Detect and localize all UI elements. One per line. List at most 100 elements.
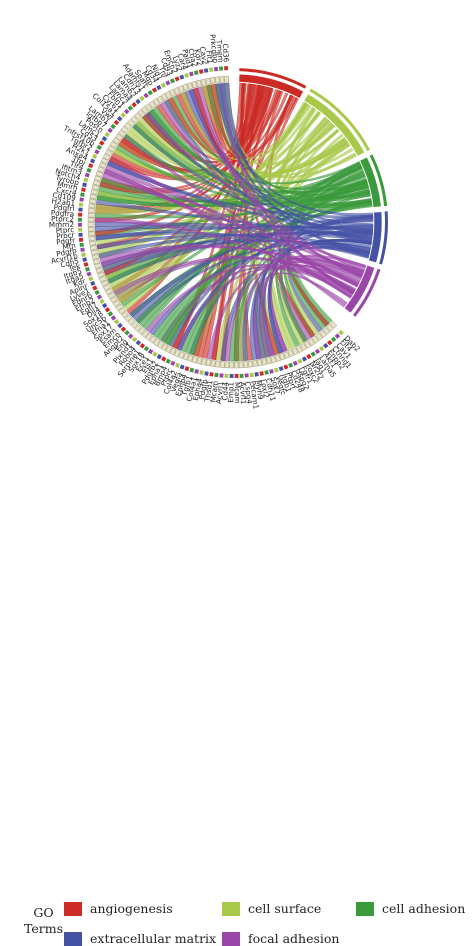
- ribbon-flt1: [210, 84, 272, 155]
- ribbon-tmem: [219, 83, 355, 296]
- gene-block-cd34: [160, 93, 168, 102]
- gene-term-square-tlr4: [86, 167, 92, 173]
- gene-term-square-pdgfra: [78, 212, 83, 217]
- gene-block-lamc2: [133, 112, 142, 121]
- gene-block-cyr61: [127, 118, 135, 127]
- gene-term-square-ifitm3: [84, 172, 90, 178]
- gene-block-cspg4: [243, 361, 249, 368]
- gene-block-lama5: [307, 338, 316, 347]
- gene-block-ece1: [152, 338, 161, 347]
- legend-label-cell-adhesion: cell adhesion: [382, 901, 466, 916]
- term-arc-extracellular-matrix: [368, 211, 383, 264]
- gene-term-square-col4a1: [194, 368, 199, 374]
- gene-block-tyrobp: [91, 184, 99, 191]
- go-term-arcs: [238, 68, 388, 317]
- gene-term-square-egfl7: [99, 298, 105, 304]
- gene-term-square-itga5: [86, 271, 92, 277]
- gene-term-square-vwf: [113, 119, 120, 126]
- gene-block-prkcdbp: [214, 76, 220, 84]
- gene-block-ednrb: [102, 284, 111, 291]
- gene-term-square-itgb1: [278, 366, 284, 372]
- gene-term-square-pdgfb2: [156, 353, 162, 360]
- gene-block-acvrl1b: [90, 249, 98, 256]
- gene-label-thsd1: Thsd1: [202, 380, 214, 404]
- gene-label-ptprc2: Ptprc2: [51, 214, 74, 223]
- gene-label-emp1: Emp1: [226, 382, 235, 403]
- ribbon-cd34: [164, 99, 371, 255]
- gene-block-cd93: [173, 87, 181, 95]
- legend-swatch-cell-adhesion: [356, 901, 374, 916]
- gene-term-square-cd36: [224, 66, 229, 71]
- term-arc-focal-adhesion: [343, 264, 376, 314]
- gene-block-nr2f2: [300, 343, 308, 351]
- gene-term-square-lamb2: [135, 98, 141, 105]
- gene-term-square-tnfrsf10b: [96, 144, 102, 151]
- gene-term-square-tek: [83, 262, 89, 267]
- legend-swatch-focal-adhesion: [222, 931, 240, 946]
- gene-block-cd53: [107, 145, 116, 153]
- gene-block-flt1: [210, 77, 216, 85]
- legend-title-go: GO: [33, 905, 54, 920]
- gene-label-pdgfrl: Pdgfrl: [53, 202, 75, 213]
- gene-label-pdgfb: Pdgfb: [55, 246, 77, 259]
- gene-block-notch4: [92, 179, 101, 186]
- gene-term-square-procr: [78, 232, 83, 237]
- gene-block-jag1: [303, 340, 312, 349]
- term-outer-band-cell-surface: [309, 88, 370, 152]
- gene-term-square-aplnr: [90, 280, 96, 286]
- gene-label-tmem: Tmem: [215, 38, 226, 62]
- gene-term-square-loxl2: [259, 371, 264, 376]
- gene-term-square-itgb5: [84, 266, 90, 272]
- gene-term-square-angpt2: [124, 329, 130, 336]
- gene-term-square-tfpi: [88, 163, 94, 169]
- gene-block-tfpi: [97, 166, 105, 173]
- gene-term-square-cd93: [169, 78, 176, 84]
- gene-term-square-vegfa: [179, 364, 185, 370]
- gene-term-square-mgp: [151, 87, 158, 93]
- legend-item-cell-adhesion: cell adhesion: [356, 901, 465, 916]
- gene-term-square-ephb4: [184, 366, 190, 372]
- gene-term-square-akt1: [318, 345, 325, 352]
- gene-label-pdgfr: Pdgfr: [56, 236, 76, 247]
- gene-block-car4: [186, 82, 194, 90]
- gene-block-cav2: [205, 77, 211, 85]
- ribbon-tek: [99, 244, 360, 286]
- gene-block-cav1: [322, 327, 331, 335]
- gene-term-square-ptprc2: [78, 217, 83, 222]
- ribbon-pald1: [193, 82, 243, 155]
- gene-block-sox17: [121, 310, 129, 319]
- gene-block-tgfb1: [191, 355, 198, 364]
- gene-term-square-epha1: [161, 356, 167, 362]
- gene-term-square-kdr: [88, 276, 94, 282]
- gene-term-square-cd248: [288, 362, 294, 368]
- gene-term-square-epha4: [199, 370, 204, 375]
- gene-block-flt4: [326, 324, 334, 332]
- gene-term-square-nid1: [160, 82, 166, 88]
- gene-block-ephb4: [187, 354, 194, 362]
- gene-block-vegfa: [182, 352, 190, 361]
- gene-block-cdh11: [261, 358, 268, 366]
- gene-label-cd36: Cd36: [221, 43, 231, 63]
- gene-term-square-flt4: [334, 333, 341, 339]
- gene-label-kdr: Kdr: [72, 276, 87, 289]
- gene-term-square-bmp4: [165, 358, 171, 364]
- gene-block-anxa4: [98, 161, 107, 169]
- gene-block-mmrn2: [87, 222, 95, 227]
- gene-term-square-prkcdbp: [213, 66, 219, 72]
- gene-term-square-lamb1: [110, 123, 116, 130]
- gene-term-square-tgfb1: [189, 367, 195, 373]
- gene-block-plxnd1: [137, 327, 146, 336]
- gene-term-square-vegfc: [273, 367, 279, 373]
- ribbon-anxa4: [105, 164, 367, 269]
- gene-block-tmem: [219, 76, 225, 83]
- legend-item-cell-surface: cell surface: [222, 901, 321, 916]
- gene-block-bmp4: [169, 347, 177, 356]
- gene-term-square-pdgfb: [80, 247, 85, 253]
- legend-label-angiogenesis: angiogenesis: [90, 901, 173, 916]
- gene-term-square-acvrl1b: [81, 252, 86, 258]
- gene-term-square-anxa4: [90, 158, 96, 164]
- gene-term-square-sox7: [269, 368, 274, 374]
- gene-ring: [78, 66, 344, 378]
- gene-term-square-ptprc: [78, 227, 83, 232]
- gene-term-square-myh9: [254, 372, 259, 377]
